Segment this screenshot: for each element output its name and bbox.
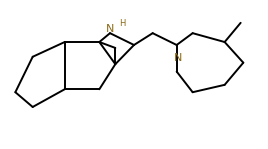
- Text: H: H: [119, 19, 125, 28]
- Text: N: N: [106, 24, 114, 34]
- Text: N: N: [174, 53, 182, 63]
